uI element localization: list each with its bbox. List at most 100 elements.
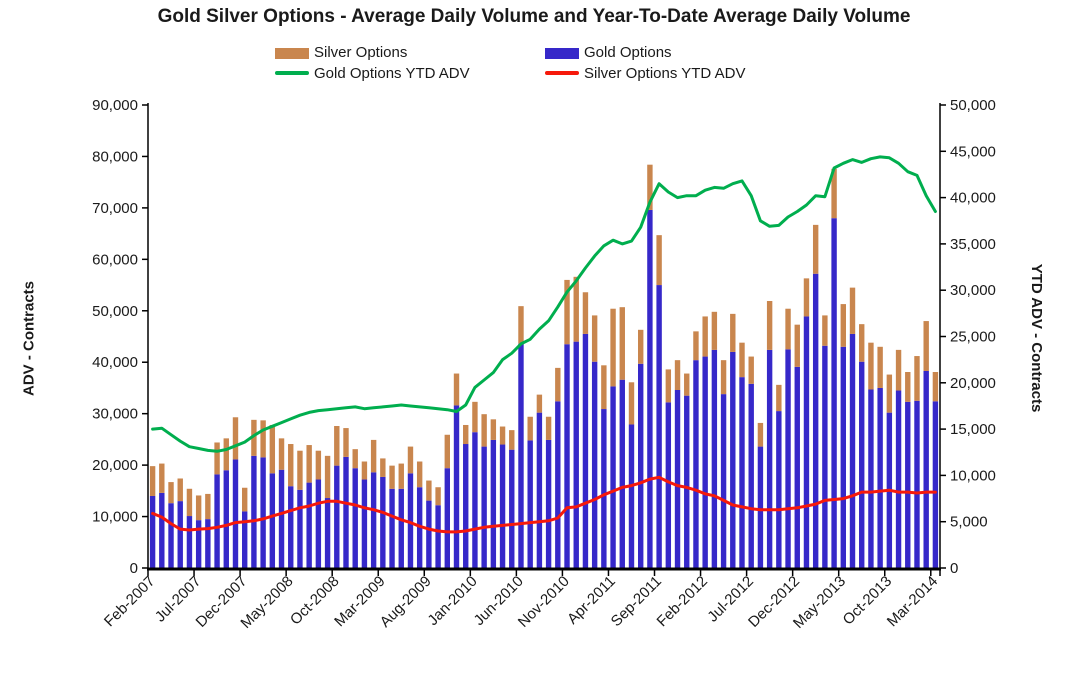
right-axis-tick-label: 5,000 — [950, 514, 988, 531]
bar-silver — [205, 493, 211, 520]
bar-gold — [822, 345, 828, 568]
right-axis-tick-label: 50,000 — [950, 97, 996, 114]
bar-gold — [251, 455, 257, 568]
bar-gold — [361, 479, 368, 568]
bar-gold — [794, 366, 800, 568]
bar-gold — [785, 349, 791, 568]
bar-silver — [509, 430, 515, 450]
left-axis-tick-label: 20,000 — [92, 457, 138, 474]
bar-gold — [573, 341, 579, 568]
left-axis-tick-label: 90,000 — [92, 97, 138, 114]
bar-silver — [186, 488, 193, 517]
bar-gold — [739, 377, 745, 568]
bar-gold — [674, 390, 681, 568]
bar-gold — [306, 482, 312, 568]
bar-gold — [177, 501, 183, 568]
bar-silver — [361, 461, 368, 480]
bar-gold — [195, 520, 202, 568]
bar-gold — [684, 395, 690, 568]
bar-gold — [269, 473, 276, 568]
bar-gold — [720, 394, 727, 568]
bar-gold — [766, 349, 773, 568]
bar-gold — [343, 456, 349, 568]
bar-gold — [757, 446, 764, 568]
bar-gold — [453, 405, 460, 568]
right-axis-tick-label: 15,000 — [950, 421, 996, 438]
bar-silver — [693, 331, 699, 361]
bar-silver — [555, 367, 561, 402]
bar-silver — [481, 414, 487, 447]
right-axis-tick-label: 25,000 — [950, 329, 996, 346]
bar-silver — [895, 349, 902, 391]
bar-silver — [905, 372, 911, 402]
bar-gold — [914, 400, 920, 568]
bar-silver — [288, 444, 294, 487]
bar-gold — [665, 402, 672, 568]
right-axis-tick-label: 40,000 — [950, 190, 996, 207]
bar-gold — [444, 468, 450, 568]
left-axis-tick-label: 60,000 — [92, 251, 138, 268]
bar-silver — [306, 445, 312, 483]
bar-gold — [398, 488, 404, 568]
bar-silver — [324, 455, 331, 499]
bar-gold — [868, 389, 874, 568]
bar-gold — [776, 411, 782, 568]
legend-label-silver-options: Silver Options — [314, 44, 408, 61]
left-axis-tick-label: 70,000 — [92, 200, 138, 217]
bar-gold — [932, 401, 939, 568]
bar-silver — [416, 461, 423, 488]
bar-gold — [315, 479, 322, 568]
bar-silver — [638, 329, 644, 364]
bar-silver — [868, 342, 874, 390]
bar-silver — [518, 306, 524, 344]
bar-gold — [536, 412, 543, 568]
x-axis-tick-label: Nov-2010 — [515, 573, 573, 631]
gold-ytd-line — [151, 155, 937, 453]
bar-gold — [242, 511, 248, 568]
left-axis-tick-label: 30,000 — [92, 406, 138, 423]
bar-gold — [499, 444, 506, 568]
legend-label-silver-ytd: Silver Options YTD ADV — [584, 65, 746, 82]
bar-gold — [481, 446, 487, 568]
bar-silver — [444, 434, 450, 469]
left-axis-tick-label: 10,000 — [92, 509, 138, 526]
right-axis-tick-label: 10,000 — [950, 467, 996, 484]
bar-silver — [628, 382, 635, 425]
bar-silver — [407, 446, 414, 474]
bar-silver — [463, 424, 469, 445]
bar-gold — [297, 489, 303, 568]
bar-gold — [214, 474, 220, 568]
bar-silver — [334, 426, 340, 466]
bar-silver — [711, 311, 718, 350]
bar-silver — [389, 465, 395, 489]
bar-silver — [776, 384, 782, 412]
bar-silver — [831, 168, 837, 219]
left-axis-tick-label: 0 — [130, 560, 138, 577]
bar-silver — [720, 360, 727, 395]
bar-silver — [619, 307, 625, 380]
bar-gold — [702, 356, 708, 568]
bar-gold — [159, 492, 165, 568]
bar-silver — [564, 279, 570, 345]
bar-silver — [859, 324, 865, 362]
bar-silver — [380, 458, 386, 477]
bar-silver — [223, 438, 229, 471]
bar-gold — [527, 440, 533, 568]
bar-gold — [656, 285, 662, 568]
legend-label-gold-options: Gold Options — [584, 44, 672, 61]
bar-silver — [168, 482, 174, 504]
bar-gold — [435, 505, 441, 568]
bar-gold — [730, 351, 736, 568]
bar-gold — [610, 386, 616, 568]
x-axis-tick-label: Jan-2010 — [424, 573, 480, 629]
bar-silver — [242, 487, 248, 512]
bar-silver — [352, 449, 358, 469]
bar-silver — [803, 278, 810, 317]
right-axis-tick-label: 20,000 — [950, 375, 996, 392]
bar-gold — [518, 343, 524, 568]
bar-silver — [435, 487, 441, 506]
bar-silver — [923, 321, 929, 371]
bar-silver — [757, 422, 764, 447]
